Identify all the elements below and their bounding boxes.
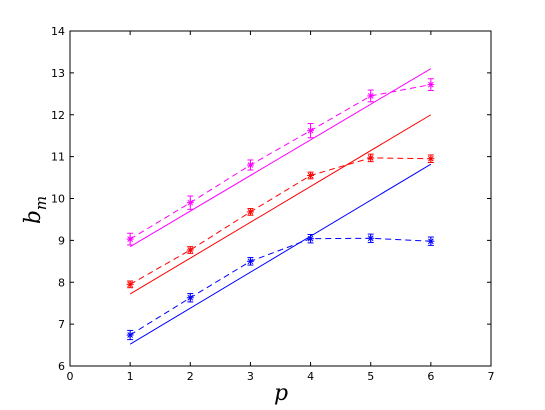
data-point [367,92,375,100]
x-tick-label: 6 [427,370,434,383]
data-point [246,257,254,265]
data-point [367,234,375,242]
plot-area [69,30,492,367]
data-point [427,237,435,245]
y-tick-label: 6 [58,360,65,373]
data-point [427,81,435,89]
y-tick-label: 7 [58,318,65,331]
data-point [246,208,254,216]
y-tick-label: 8 [58,276,65,289]
y-axis-label-sub: m [32,196,50,210]
x-tick-label: 0 [67,370,74,383]
x-tick-label: 4 [307,370,314,383]
y-tick-label: 14 [51,25,65,38]
y-tick-label: 12 [51,109,65,122]
fit-line [129,68,432,248]
data-point [186,246,194,254]
data-point [126,280,134,288]
data-point [367,154,375,162]
data-point [126,331,134,339]
x-tick-label: 3 [247,370,254,383]
x-tick-label: 2 [187,370,194,383]
fit-line [129,114,432,295]
data-point [427,155,435,163]
x-axis-label: p [274,381,288,406]
data-line [129,157,431,285]
data-point [307,235,315,243]
data-point [307,171,315,179]
y-tick-label: 13 [51,67,65,80]
data-point [307,127,315,135]
data-point [246,161,254,169]
x-tick-label: 7 [488,370,495,383]
x-tick-label: 5 [367,370,374,383]
data-point [126,235,134,243]
y-tick-label: 11 [51,151,65,164]
data-line [129,237,431,336]
data-point [186,294,194,302]
data-line [129,84,431,240]
fit-line [129,163,432,345]
y-axis-label-base: b [21,210,46,224]
y-axis-label: bm [21,196,50,224]
y-tick-label: 9 [58,234,65,247]
data-point [186,199,194,207]
y-tick-label: 10 [51,193,65,206]
x-tick-label: 1 [127,370,134,383]
